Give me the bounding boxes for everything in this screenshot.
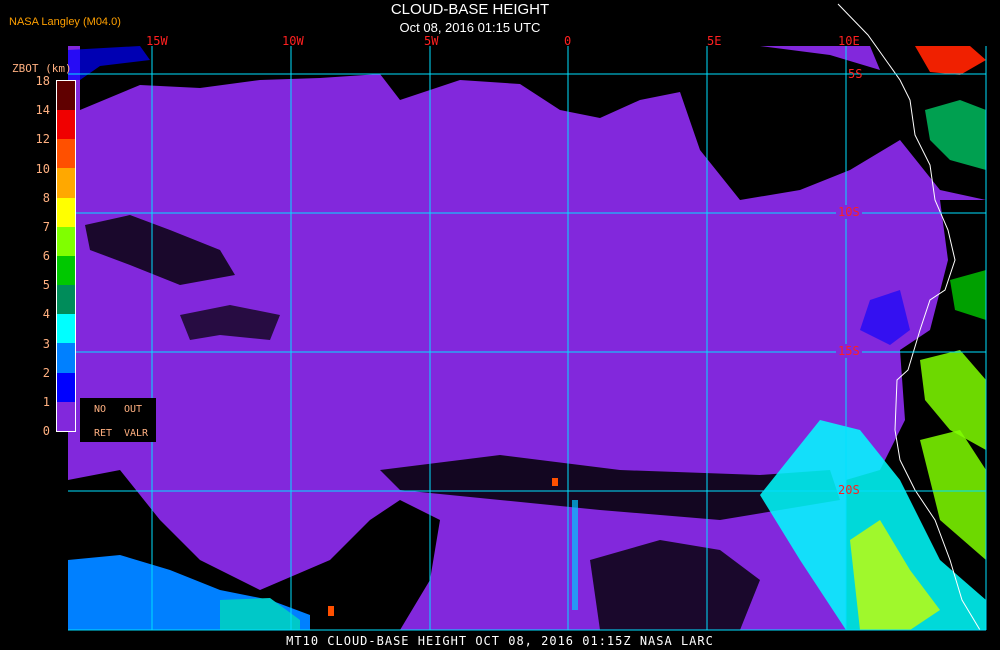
legend-color-band [57, 81, 75, 111]
legend-color-band [57, 139, 75, 169]
organization-label: NASA Langley (M04.0) [9, 16, 121, 28]
legend-color-band [57, 168, 75, 198]
lon-label-15w: 15W [146, 34, 168, 48]
legend-tick-label: 3 [42, 336, 50, 351]
valr-label: VALR [124, 428, 149, 439]
ret-label: RET [94, 428, 113, 439]
legend-color-band [57, 401, 75, 431]
clear-sky-region-north [80, 46, 986, 200]
legend-color-band [57, 226, 75, 256]
lon-label-10e: 10E [838, 34, 860, 48]
clear-sky-region-southeast [590, 540, 760, 630]
high-cloud-patch-sw [220, 598, 300, 630]
lat-label-10s: 10S [836, 205, 862, 219]
legend-tick-label: 12 [35, 132, 50, 147]
footer-caption: MT10 CLOUD-BASE HEIGHT OCT 08, 2016 01:1… [286, 634, 714, 648]
legend-tick-label: 2 [42, 365, 50, 380]
red-cloud-spot [552, 478, 558, 486]
yellow-green-patch-se [850, 520, 940, 630]
legend-tick-label: 8 [42, 190, 50, 205]
legend-tick-label: 5 [42, 278, 50, 293]
legend-tick-label: 7 [42, 219, 50, 234]
lon-label-0: 0 [564, 34, 572, 48]
clear-sky-band-south [380, 455, 840, 520]
coastline [837, 3, 981, 631]
legend-tick-label: 0 [42, 424, 50, 438]
low-blue-patch-sw [68, 46, 150, 80]
red-cloud-spot [328, 606, 334, 616]
legend-tick-label: 1 [42, 394, 50, 409]
clear-sky-cells-west-2 [180, 305, 280, 340]
blue-cloud-fringe-east [860, 290, 910, 345]
out-label: OUT [124, 404, 143, 415]
legend-tick-label: 10 [35, 161, 50, 176]
green-patch-east-1 [925, 100, 986, 170]
legend-tick-label: 4 [42, 307, 50, 322]
lon-label-5e: 5E [707, 34, 722, 48]
legend-color-band [57, 110, 75, 140]
lat-label-20s: 20S [838, 483, 860, 497]
lat-label-15s: 15S [836, 344, 862, 358]
legend-color-band [57, 314, 75, 344]
legend-tick-label: 6 [42, 249, 50, 263]
legend-color-band [57, 285, 75, 315]
cyan-cloud-streak [572, 500, 578, 610]
page-title: CLOUD-BASE HEIGHT [390, 1, 550, 18]
lon-label-5w: 5W [424, 34, 439, 48]
legend-color-band [57, 255, 75, 286]
green-patch-east-4 [920, 430, 986, 560]
legend-tick-label: 14 [35, 103, 50, 118]
clear-sky-cells-west [85, 215, 235, 285]
legend-color-band [57, 197, 75, 227]
lon-label-10w: 10W [282, 34, 304, 48]
legend-color-band [57, 372, 75, 402]
legend-tick-label: 18 [35, 74, 50, 88]
green-patch-east-3 [920, 350, 986, 450]
lat-label-5s: 5S [848, 67, 863, 81]
red-patch-ne [915, 46, 986, 75]
no-retrieval-key: NO OUT RET VALR [80, 398, 156, 442]
graticule [68, 46, 987, 631]
no-label: NO [94, 404, 107, 415]
legend-unit: ZBOT (km) [12, 62, 72, 75]
color-scale-bar [56, 80, 76, 432]
legend-color-band [57, 343, 75, 373]
green-patch-east-2 [950, 270, 986, 320]
timestamp: Oct 08, 2016 01:15 UTC [399, 20, 541, 35]
